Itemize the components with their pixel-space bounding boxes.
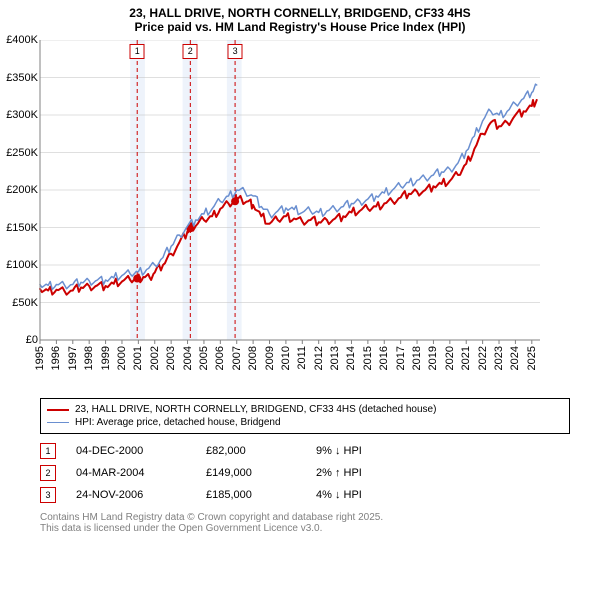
price-chart: £0£50K£100K£150K£200K£250K£300K£350K£400… [0,40,540,394]
legend-item: HPI: Average price, detached house, Brid… [47,416,563,429]
y-tick-label: £0 [0,334,38,346]
attribution-footer: Contains HM Land Registry data © Crown c… [40,512,570,534]
event-number-box: 2 [40,465,56,481]
y-tick-label: £250K [0,147,38,159]
x-tick-label: 2003 [165,346,177,370]
x-tick-label: 2001 [132,346,144,370]
x-tick-label: 2004 [182,346,194,370]
x-tick-label: 2014 [345,346,357,370]
event-date: 04-DEC-2000 [76,445,206,457]
chart-svg [0,40,540,360]
legend-label: 23, HALL DRIVE, NORTH CORNELLY, BRIDGEND… [75,404,436,415]
x-tick-label: 2010 [280,346,292,370]
legend-label: HPI: Average price, detached house, Brid… [75,417,281,428]
y-tick-label: £350K [0,72,38,84]
event-marker: 1 [130,44,145,59]
event-hpi-diff: 2% ↑ HPI [316,467,426,479]
x-tick-label: 2005 [198,346,210,370]
sale-event-row: 1 04-DEC-2000£82,0009% ↓ HPI [40,440,570,462]
x-tick-label: 2024 [509,346,521,370]
title-line1: 23, HALL DRIVE, NORTH CORNELLY, BRIDGEND… [0,6,600,20]
x-tick-label: 2008 [247,346,259,370]
x-tick-label: 2017 [395,346,407,370]
title-line2: Price paid vs. HM Land Registry's House … [0,20,600,34]
sales-events-table: 1 04-DEC-2000£82,0009% ↓ HPI 2 04-MAR-2004£… [40,440,570,506]
x-tick-label: 2009 [264,346,276,370]
x-tick-label: 1997 [67,346,79,370]
x-tick-label: 2018 [411,346,423,370]
sale-event-row: 3 24-NOV-2006£185,0004% ↓ HPI [40,484,570,506]
y-tick-label: £200K [0,184,38,196]
event-price: £82,000 [206,445,316,457]
x-tick-label: 1995 [34,346,46,370]
y-tick-label: £150K [0,222,38,234]
y-tick-label: £100K [0,259,38,271]
event-price: £185,000 [206,489,316,501]
event-date: 24-NOV-2006 [76,489,206,501]
x-tick-label: 1996 [50,346,62,370]
x-tick-label: 2013 [329,346,341,370]
event-marker: 2 [183,44,198,59]
y-tick-label: £400K [0,34,38,46]
x-tick-label: 1998 [83,346,95,370]
x-tick-label: 2025 [526,346,538,370]
x-axis-labels: 1995 1996 1997 1998 1999 2000 2001 2002 2003 2004… [0,346,540,380]
x-tick-label: 2015 [362,346,374,370]
x-tick-label: 2019 [427,346,439,370]
x-tick-label: 2020 [444,346,456,370]
x-tick-label: 2000 [116,346,128,370]
x-tick-label: 2021 [460,346,472,370]
legend: 23, HALL DRIVE, NORTH CORNELLY, BRIDGEND… [40,398,570,434]
footer-line2: This data is licensed under the Open Gov… [40,523,570,534]
x-tick-label: 2011 [296,346,308,370]
x-tick-label: 2002 [149,346,161,370]
sale-event-row: 2 04-MAR-2004£149,0002% ↑ HPI [40,462,570,484]
y-tick-label: £50K [0,297,38,309]
x-tick-label: 2006 [214,346,226,370]
x-tick-label: 2007 [231,346,243,370]
footer-line1: Contains HM Land Registry data © Crown c… [40,512,570,523]
x-tick-label: 2022 [477,346,489,370]
event-hpi-diff: 9% ↓ HPI [316,445,426,457]
x-tick-label: 2016 [378,346,390,370]
y-tick-label: £300K [0,109,38,121]
chart-title: 23, HALL DRIVE, NORTH CORNELLY, BRIDGEND… [0,0,600,34]
legend-item: 23, HALL DRIVE, NORTH CORNELLY, BRIDGEND… [47,403,563,416]
x-tick-label: 2023 [493,346,505,370]
legend-swatch [47,409,69,411]
event-marker: 3 [228,44,243,59]
legend-swatch [47,422,69,423]
event-date: 04-MAR-2004 [76,467,206,479]
event-price: £149,000 [206,467,316,479]
x-tick-label: 2012 [313,346,325,370]
x-tick-label: 1999 [100,346,112,370]
event-number-box: 1 [40,443,56,459]
event-number-box: 3 [40,487,56,503]
event-hpi-diff: 4% ↓ HPI [316,489,426,501]
